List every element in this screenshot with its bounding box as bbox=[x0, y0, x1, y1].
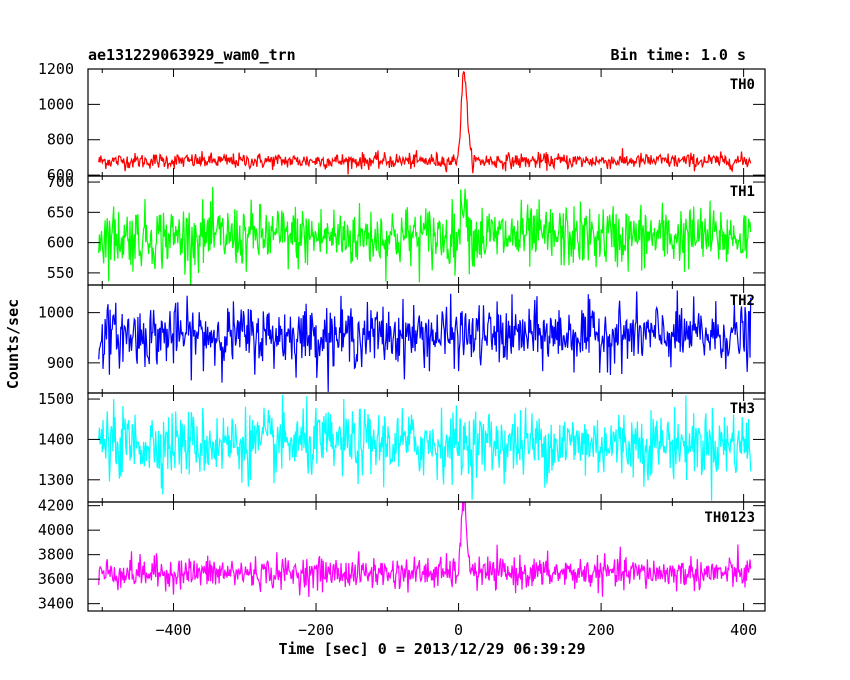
y-axis-label: Counts/sec bbox=[4, 299, 22, 389]
series-line-th2 bbox=[98, 290, 752, 392]
x-tick-label: 400 bbox=[730, 621, 757, 639]
y-tick-label: 900 bbox=[47, 354, 74, 372]
y-tick-label: 1300 bbox=[38, 471, 74, 489]
x-tick-label: 200 bbox=[588, 621, 615, 639]
panels-group: 600 800 1000 1200 TH0 550 600 650 700 TH1 900 1000 T… bbox=[38, 60, 766, 639]
panel-name-label: TH3 bbox=[730, 401, 755, 417]
y-tick-label: 1200 bbox=[38, 60, 74, 78]
chart-title: ae131229063929_wam0_trn bbox=[88, 46, 296, 64]
y-tick-label: 3800 bbox=[38, 546, 74, 564]
series-line-th3 bbox=[98, 394, 752, 501]
panel-th3: 1300 1400 1500 TH3 bbox=[38, 390, 766, 503]
series-line-th1 bbox=[98, 186, 752, 285]
x-tick-label: −200 bbox=[298, 621, 334, 639]
series-line-th0 bbox=[98, 70, 752, 175]
y-tick-label: 600 bbox=[47, 166, 74, 184]
x-tick-label: 0 bbox=[454, 621, 463, 639]
panel-name-label: TH0123 bbox=[704, 510, 755, 526]
y-tick-label: 4200 bbox=[38, 497, 74, 515]
y-tick-label: 1400 bbox=[38, 430, 74, 448]
y-tick-label: 4000 bbox=[38, 521, 74, 539]
panel-name-label: TH2 bbox=[730, 293, 755, 309]
panel-name-label: TH0 bbox=[730, 77, 755, 93]
bin-time-label: Bin time: 1.0 s bbox=[611, 46, 746, 64]
y-tick-label: 700 bbox=[47, 173, 74, 191]
x-tick-label: −400 bbox=[155, 621, 191, 639]
panel-frame bbox=[87, 501, 766, 612]
panel-th0: 600 800 1000 1200 TH0 bbox=[38, 60, 766, 184]
y-tick-label: 1500 bbox=[38, 390, 74, 408]
y-tick-label: 1000 bbox=[38, 95, 74, 113]
x-axis-label: Time [sec] 0 = 2013/12/29 06:39:29 bbox=[278, 640, 585, 658]
y-tick-label: 550 bbox=[47, 264, 74, 282]
panel-th1: 550 600 650 700 TH1 bbox=[47, 173, 766, 286]
y-tick-label: 1000 bbox=[38, 304, 74, 322]
panel-name-label: TH1 bbox=[730, 184, 755, 200]
panel-th2: 900 1000 TH2 bbox=[38, 284, 766, 394]
y-tick-label: 600 bbox=[47, 234, 74, 252]
series-line-th0123 bbox=[98, 502, 752, 598]
y-tick-label: 800 bbox=[47, 131, 74, 149]
panel-th0123: 3400 3600 3800 4000 4200 TH0123 bbox=[38, 497, 766, 613]
y-tick-label: 3400 bbox=[38, 595, 74, 613]
y-tick-label: 650 bbox=[47, 203, 74, 221]
y-tick-label: 3600 bbox=[38, 570, 74, 588]
